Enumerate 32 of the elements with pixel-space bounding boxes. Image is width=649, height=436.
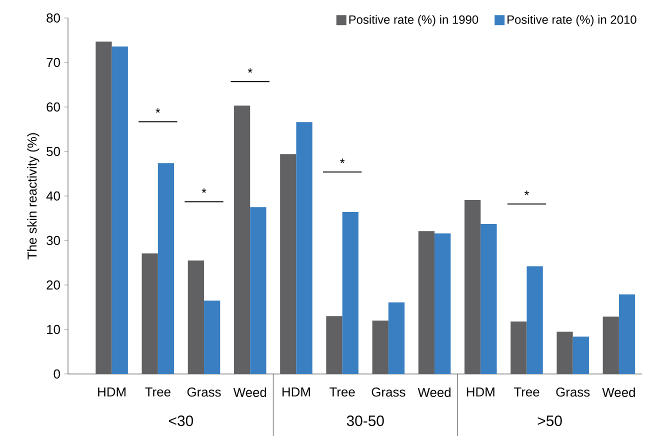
x-tick-label: Grass [187,387,221,397]
x-tick-label: Weed [602,387,635,397]
x-tick-label: Grass [556,387,590,397]
annotation: * [340,158,345,163]
x-tick-label: Tree [330,387,355,396]
x-tick-label: Tree [514,387,540,396]
y-tick-label: 30 [46,236,60,245]
x-tick-label: HDM [282,387,310,396]
text: 30-50 [346,415,384,426]
y-tick-label: 60 [46,102,60,112]
y-tick-label: 80 [46,13,60,22]
annotation: * [524,190,530,196]
annotation: * [248,68,252,73]
y-tick-label: 0 [54,369,60,378]
y-tick-label: 10 [47,324,60,334]
x-tick-label: Tree [145,387,170,396]
x-tick-label: HDM [98,387,126,396]
text: >50 [538,415,562,426]
annotation: * [156,108,160,113]
x-tick-label: HDM [466,387,494,396]
x-tick-label: Grass [372,387,406,397]
x-tick-label: Weed [233,387,266,397]
y-tick-label: 40 [46,191,60,200]
legend-label: Positive rate (%) in 1990 [349,14,478,26]
y-tick-label: 20 [46,280,60,290]
y-tick-label: 50 [46,146,60,156]
x-tick-label: Weed [418,387,450,397]
legend-label: Positive rate (%) in 2010 [508,14,636,26]
y-tick-label: 70 [46,58,60,67]
y-axis-title: The skin reactivity (%) [27,133,40,260]
annotation: * [202,188,206,193]
text: <30 [169,415,194,426]
